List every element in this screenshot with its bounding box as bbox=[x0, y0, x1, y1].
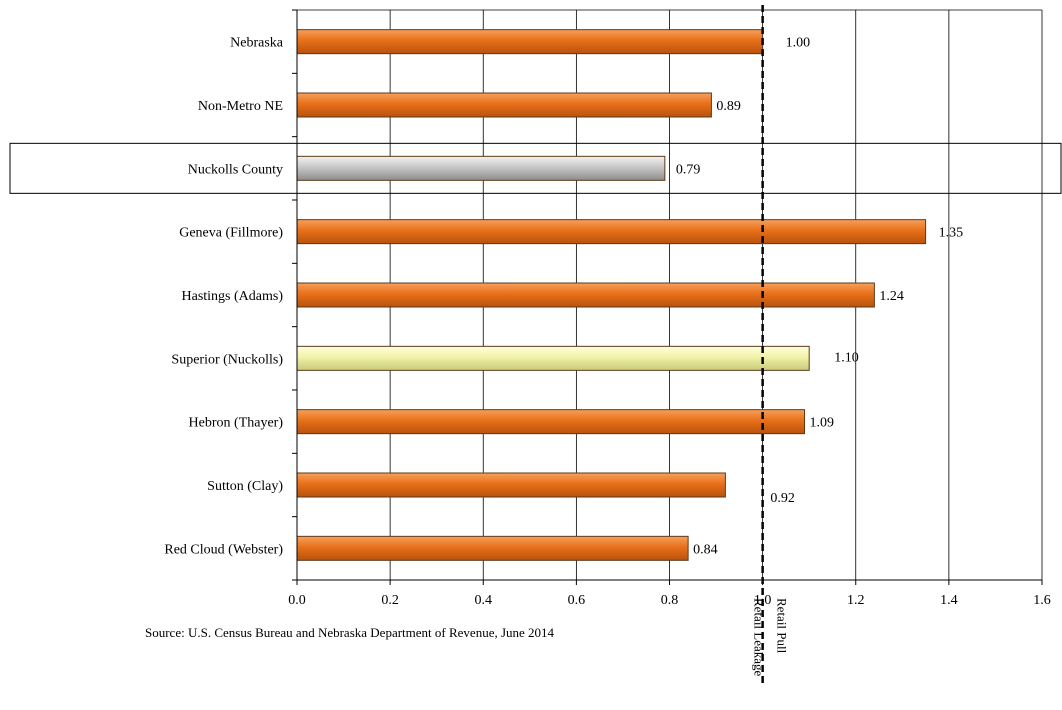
category-label: Nuckolls County bbox=[188, 162, 283, 177]
bar-sutton-clay bbox=[296, 472, 726, 498]
data-label: 0.89 bbox=[716, 99, 741, 114]
category-label: Superior (Nuckolls) bbox=[171, 352, 283, 367]
category-label: Nebraska bbox=[230, 36, 284, 51]
x-tick-label: 1.6 bbox=[1033, 593, 1051, 608]
x-tick-label: 0.8 bbox=[661, 593, 679, 608]
bar-hastings-adams bbox=[296, 282, 875, 308]
category-label: Hastings (Adams) bbox=[182, 289, 284, 304]
x-tick-label: 0.2 bbox=[381, 593, 399, 608]
bar-geneva-fillmore bbox=[296, 219, 927, 245]
bar-non-metro-ne bbox=[296, 92, 712, 118]
bar-superior-nuckolls bbox=[296, 345, 810, 371]
data-label: 1.24 bbox=[879, 289, 904, 304]
x-tick-label: 0.0 bbox=[288, 593, 306, 608]
bar-red-cloud-webster bbox=[296, 535, 689, 561]
category-label: Red Cloud (Webster) bbox=[164, 542, 283, 557]
retail-leakage-label: Retail Leakage bbox=[752, 598, 767, 677]
data-label: 0.79 bbox=[676, 162, 701, 177]
retail-pull-label: Retail Pull bbox=[775, 598, 790, 654]
data-label: 0.92 bbox=[770, 491, 795, 506]
data-label: 1.00 bbox=[786, 36, 811, 51]
highlight-box bbox=[9, 142, 1062, 194]
category-label: Geneva (Fillmore) bbox=[179, 226, 283, 241]
category-label: Sutton (Clay) bbox=[207, 479, 283, 494]
data-label: 1.09 bbox=[810, 416, 835, 431]
x-tick-label: 1.2 bbox=[847, 593, 865, 608]
data-label: 1.10 bbox=[834, 350, 859, 365]
source-note: Source: U.S. Census Bureau and Nebraska … bbox=[145, 625, 555, 640]
x-tick-label: 0.6 bbox=[568, 593, 586, 608]
data-label: 1.35 bbox=[939, 226, 964, 241]
bar-nuckolls-county bbox=[296, 155, 666, 181]
x-tick-label: 1.4 bbox=[940, 593, 958, 608]
bars bbox=[296, 29, 927, 561]
data-label: 0.84 bbox=[693, 542, 718, 557]
axes bbox=[292, 9, 1043, 585]
labels: 0.00.20.40.60.81.01.21.41.6Nebraska1.00N… bbox=[164, 36, 1050, 608]
bar-hebron-thayer bbox=[296, 409, 806, 435]
category-label: Hebron (Thayer) bbox=[189, 416, 284, 431]
x-tick-label: 0.4 bbox=[475, 593, 493, 608]
bar-nebraska bbox=[296, 29, 764, 55]
category-label: Non-Metro NE bbox=[198, 99, 283, 114]
